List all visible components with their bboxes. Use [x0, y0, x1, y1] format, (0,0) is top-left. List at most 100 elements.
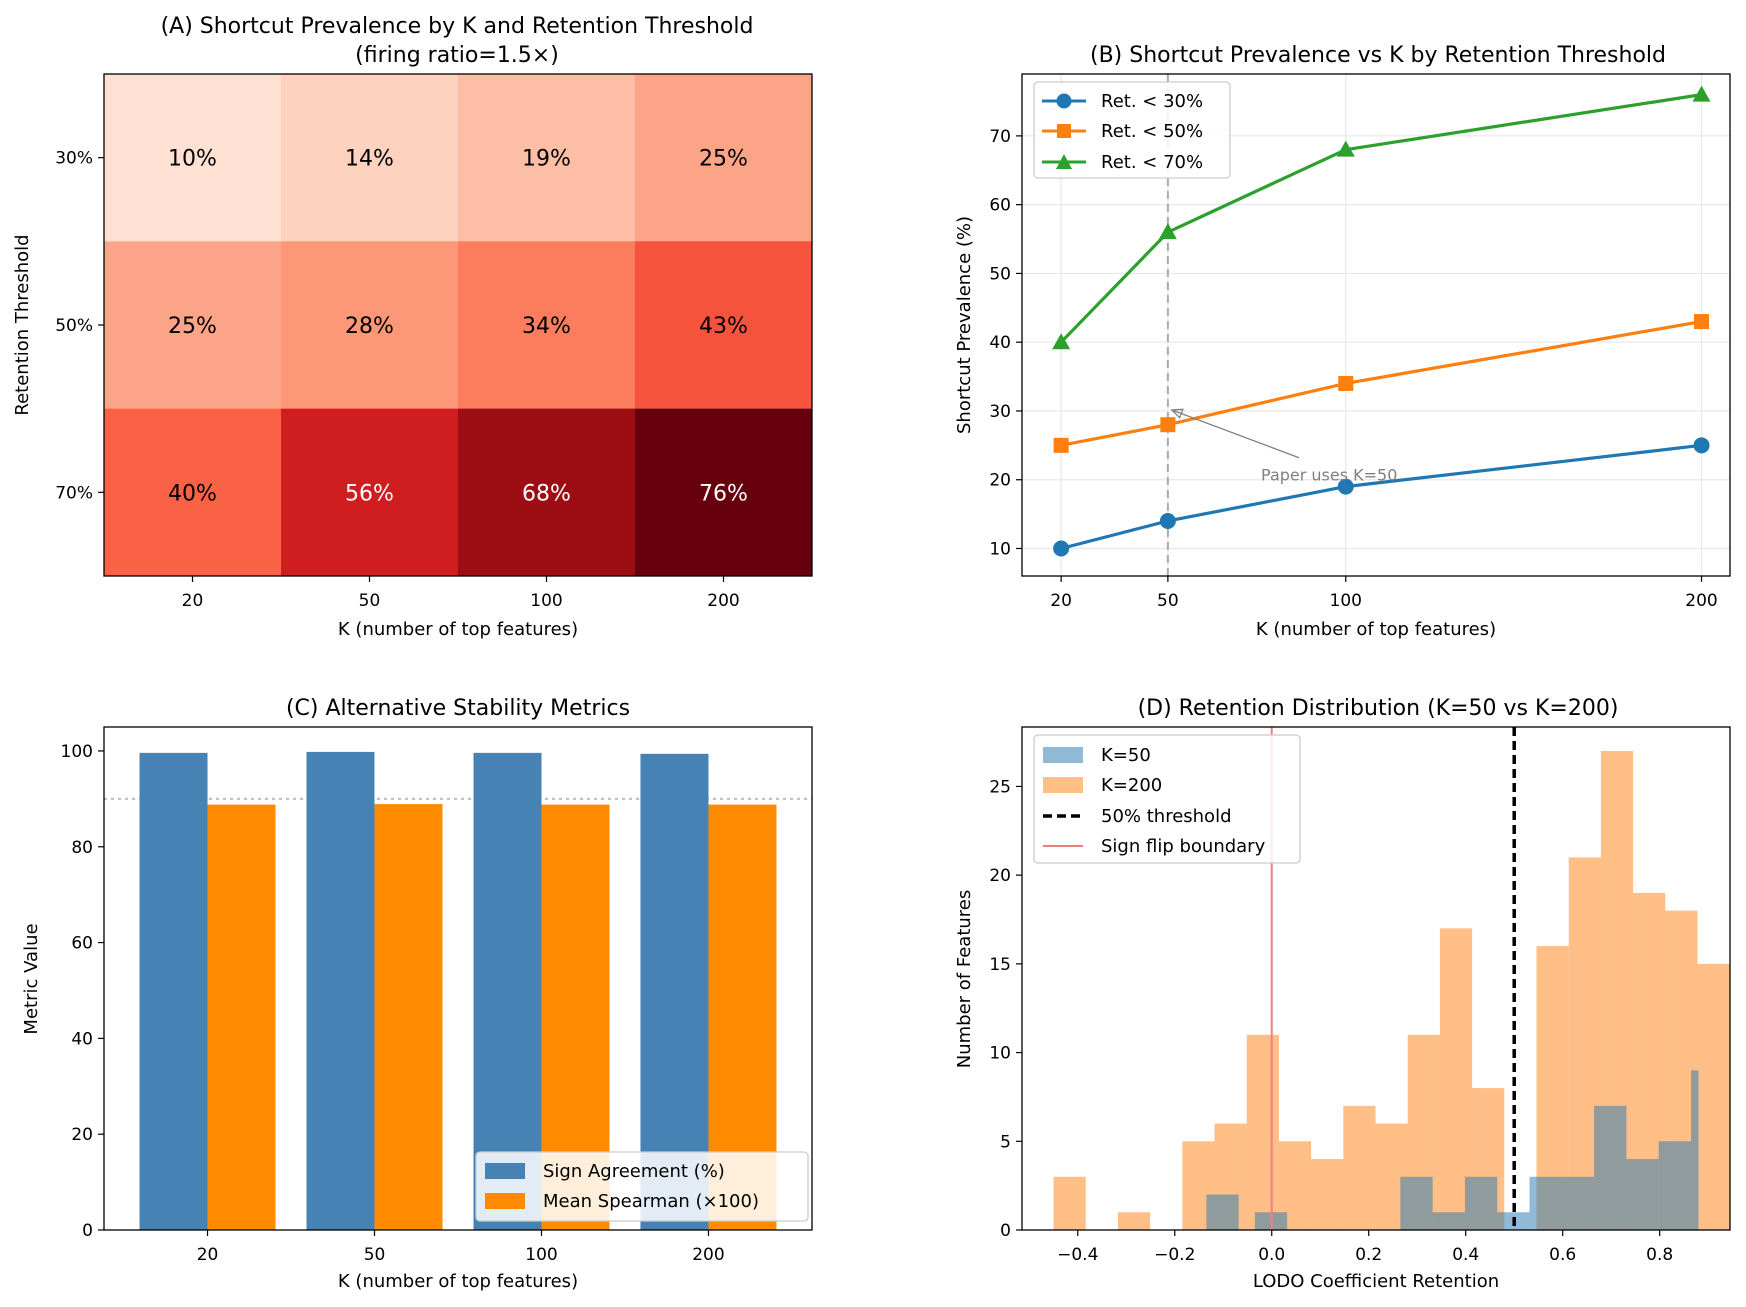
heatmap-cell	[281, 408, 459, 577]
annotation-arrowhead	[1170, 408, 1184, 419]
legend-marker-ret50	[1057, 124, 1071, 138]
y-tick-label: 20	[989, 866, 1011, 886]
panel-a-x-ticks: 20 50 100 200	[182, 576, 740, 611]
series-line	[1060, 443, 1702, 551]
legend-label-k50: K=50	[1101, 745, 1151, 766]
series-line	[1059, 93, 1702, 344]
k200-bar	[1343, 1105, 1376, 1230]
heatmap-cell-label: 40%	[168, 481, 217, 506]
x-tick-label: 200	[1685, 591, 1717, 611]
annotation-text: Paper uses K=50	[1261, 466, 1397, 485]
y-tick-label: 5	[1000, 1132, 1011, 1152]
heatmap-cell-label: 25%	[168, 314, 217, 339]
panel-c-y-ticks: 0 20 40 60 80 100	[61, 742, 104, 1241]
k50-bar	[1529, 1176, 1562, 1230]
y-tick-label: 30%	[55, 149, 93, 169]
legend-label-mean-spearman: Mean Spearman (×100)	[543, 1191, 759, 1212]
panel-d-title: (D) Retention Distribution (K=50 vs K=20…	[1138, 696, 1619, 721]
k50-bar	[1594, 1105, 1627, 1230]
heatmap-cell-label: 19%	[522, 147, 571, 172]
panel-a: (A) Shortcut Prevalence by K and Retenti…	[12, 14, 813, 640]
panel-c-ylabel: Metric Value	[21, 923, 42, 1034]
k50-bar	[1464, 1176, 1498, 1230]
panel-a-xlabel: K (number of top features)	[338, 619, 578, 640]
y-tick-label: 40	[989, 333, 1011, 353]
heatmap-cell	[281, 241, 459, 410]
k200-bar	[1246, 1034, 1279, 1230]
heatmap-cell-label: 76%	[699, 481, 748, 506]
panel-a-title-line2: (firing ratio=1.5×)	[355, 43, 559, 68]
k50-bar	[1691, 1070, 1699, 1230]
sign-agreement-bar	[139, 752, 208, 1230]
paper-annotation: Paper uses K=50	[1170, 408, 1397, 485]
y-tick-label: 40	[71, 1029, 93, 1049]
x-tick-label: −0.2	[1154, 1245, 1195, 1265]
y-tick-label: 0	[82, 1221, 93, 1241]
y-tick-label: 80	[71, 838, 93, 858]
heatmap-cell-label: 28%	[345, 314, 394, 339]
x-tick-label: 50	[359, 591, 381, 611]
series-point	[1158, 223, 1177, 240]
panel-a-y-ticks: 30% 50% 70%	[55, 149, 104, 503]
heatmap-cell	[635, 241, 813, 410]
k200-bar	[1697, 963, 1730, 1230]
panel-b-ylabel: Shortcut Prevalence (%)	[954, 216, 975, 434]
x-tick-label: 50	[1157, 591, 1179, 611]
legend-swatch-k50	[1043, 747, 1083, 763]
y-tick-label: 10	[989, 1044, 1011, 1064]
heatmap-cell	[458, 74, 636, 242]
panel-b-frame	[1021, 73, 1731, 577]
panel-c: (C) Alternative Stability Metrics 20 50 10…	[21, 696, 813, 1292]
mean-spearman-bar	[374, 804, 443, 1230]
panel-d: (D) Retention Distribution (K=50 vs K=20…	[954, 696, 1731, 1292]
panel-c-legend: Sign Agreement (%) Mean Spearman (×100)	[475, 1151, 809, 1222]
legend-label-k200: K=200	[1101, 775, 1162, 796]
legend-label-sign-agreement: Sign Agreement (%)	[543, 1161, 725, 1182]
series-point	[1053, 437, 1069, 453]
heatmap-cell-label: 43%	[699, 314, 748, 339]
y-tick-label: 60	[989, 196, 1011, 216]
legend-label-sign-flip: Sign flip boundary	[1101, 836, 1266, 857]
series-point	[1336, 140, 1355, 157]
heatmap-cell-label: 34%	[522, 314, 571, 339]
k50-histogram	[1206, 1070, 1699, 1230]
panel-c-x-ticks: 20 50 100 200	[197, 1230, 725, 1265]
legend-label-ret30: Ret. < 30%	[1101, 91, 1203, 112]
x-tick-label: −0.4	[1057, 1245, 1098, 1265]
y-tick-label: 70%	[55, 483, 93, 503]
heatmap-cell	[104, 408, 282, 577]
k50-bar	[1432, 1212, 1465, 1230]
series-point	[1694, 314, 1710, 330]
y-tick-label: 0	[1000, 1221, 1011, 1241]
k200-bar	[1117, 1212, 1151, 1230]
series-point	[1338, 375, 1354, 391]
panel-c-title: (C) Alternative Stability Metrics	[286, 696, 630, 721]
y-tick-label: 30	[989, 402, 1011, 422]
heatmap-cells: 10% 14% 19% 25% 25% 28% 34% 43% 40% 56% 68% 76%	[104, 74, 813, 577]
legend-swatch-sign-agreement	[485, 1163, 525, 1179]
heatmap-cell-label: 10%	[168, 147, 217, 172]
y-tick-label: 60	[71, 934, 93, 954]
mean-spearman-bar	[207, 804, 276, 1230]
k50-bar	[1626, 1159, 1659, 1230]
legend-swatch-mean-spearman	[485, 1193, 525, 1209]
series-point	[1053, 540, 1070, 557]
panel-b-title: (B) Shortcut Prevalence vs K by Retentio…	[1090, 43, 1666, 68]
panel-a-ylabel: Retention Threshold	[12, 234, 33, 415]
heatmap-cell	[458, 241, 636, 410]
series-point	[1337, 478, 1354, 495]
y-tick-label: 50%	[55, 316, 93, 336]
y-tick-label: 20	[71, 1125, 93, 1145]
heatmap-cell	[635, 408, 813, 577]
panel-d-y-ticks: 0 5 10 15 20 25	[989, 777, 1022, 1241]
series-point	[1692, 85, 1711, 102]
legend-marker-ret30	[1056, 93, 1072, 109]
heatmap-cell	[104, 241, 282, 410]
panel-b-x-ticks: 20 50 100 200	[1050, 576, 1718, 611]
x-tick-label: 0.0	[1258, 1245, 1285, 1265]
k50-bar	[1658, 1141, 1692, 1230]
heatmap-cell	[635, 74, 813, 242]
panel-c-frame	[103, 726, 813, 1231]
series-point	[1159, 512, 1176, 529]
